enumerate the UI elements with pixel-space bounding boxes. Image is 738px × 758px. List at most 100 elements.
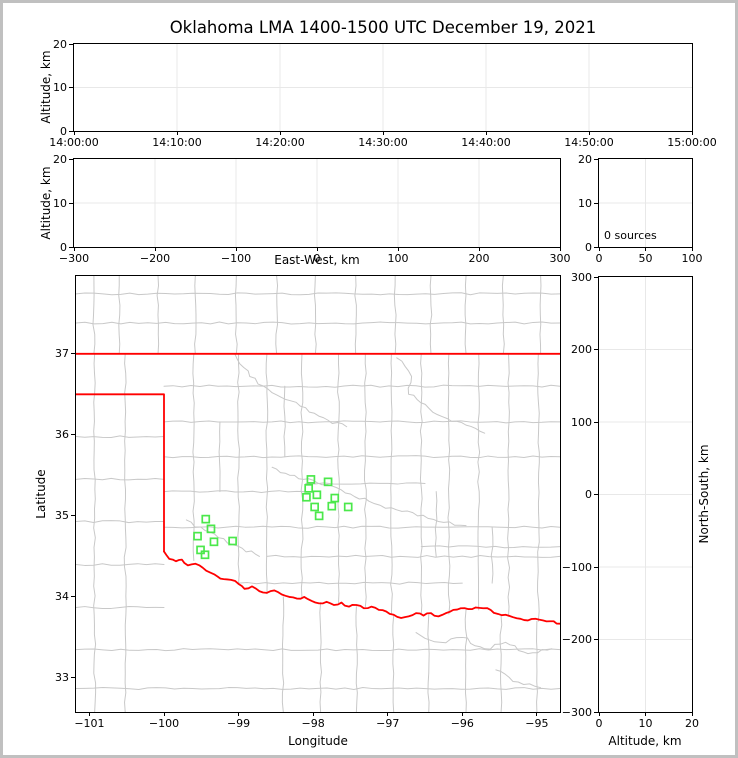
river-line — [185, 519, 260, 557]
lma-station-marker — [327, 501, 337, 511]
county-line — [92, 276, 96, 355]
y-tick-label: 10 — [53, 81, 67, 94]
x-tick-label: −101 — [74, 717, 105, 730]
y-tick-label: 35 — [55, 509, 69, 523]
y-tick-mark — [594, 494, 598, 495]
x-tick-label: 0 — [313, 252, 321, 265]
x-tick-mark — [176, 131, 178, 135]
county-line — [281, 596, 285, 712]
county-line — [501, 276, 505, 355]
lma-station-marker — [193, 531, 202, 541]
x-tick-label: 0 — [595, 717, 603, 730]
y-tick-label: 10 — [578, 196, 592, 210]
lma-station-marker — [330, 493, 340, 503]
y-tick-label: 36 — [55, 428, 69, 442]
lma-station-marker — [302, 492, 311, 502]
y-tick-label: 20 — [53, 37, 67, 51]
y-tick-label: 20 — [578, 152, 592, 166]
county-line — [163, 525, 560, 529]
x-tick-label: 14:00:00 — [49, 136, 99, 149]
lma-station-marker — [200, 550, 210, 560]
county-line — [319, 602, 322, 712]
x-tick-label: −200 — [139, 252, 171, 265]
x-tick-mark — [691, 131, 693, 135]
y-tick-mark — [594, 639, 598, 640]
county-line — [427, 614, 430, 712]
y-tick-label: 0 — [60, 240, 67, 254]
x-tick-mark — [312, 712, 314, 716]
x-tick-mark — [691, 712, 693, 716]
county-line — [265, 353, 269, 595]
x-tick-mark — [316, 247, 318, 251]
map-ylabel: Latitude — [34, 469, 48, 519]
y-tick-mark — [594, 711, 598, 713]
county-line — [499, 615, 503, 712]
river-line — [495, 669, 542, 689]
x-tick-mark — [154, 247, 156, 251]
x-tick-mark — [461, 712, 463, 716]
y-tick-mark — [594, 421, 598, 423]
x-tick-label: −96 — [450, 717, 474, 730]
y-tick-label: −200 — [561, 633, 592, 646]
y-tick-mark — [71, 434, 75, 436]
county-line — [464, 609, 468, 712]
y-tick-mark — [594, 158, 598, 160]
y-tick-label: 10 — [53, 196, 67, 210]
x-tick-mark — [559, 247, 561, 251]
altitude-histogram-panel — [598, 158, 693, 248]
lma-station-marker — [304, 483, 314, 493]
y-tick-mark — [71, 353, 75, 355]
lma-station-marker — [310, 502, 319, 512]
county-line — [434, 491, 438, 557]
x-tick-label: −300 — [58, 252, 90, 265]
x-tick-label: −99 — [226, 717, 251, 730]
x-tick-label: 20 — [685, 717, 699, 730]
y-tick-label: 33 — [55, 671, 69, 685]
x-tick-label: −95 — [525, 717, 549, 730]
county-line — [76, 321, 560, 325]
river-line — [396, 357, 486, 434]
county-line — [314, 276, 317, 355]
county-line — [123, 353, 127, 712]
county-line — [163, 455, 560, 459]
x-tick-mark — [485, 131, 487, 135]
county-line — [163, 384, 560, 388]
east-west-height-panel — [73, 158, 561, 248]
county-line — [420, 545, 560, 549]
x-tick-label: 14:30:00 — [358, 136, 408, 149]
y-tick-mark — [71, 677, 75, 679]
x-tick-mark — [478, 247, 480, 251]
county-line — [337, 353, 340, 604]
county-line — [76, 686, 560, 691]
county-line — [76, 563, 165, 566]
x-tick-label: 100 — [387, 252, 409, 265]
county-line — [477, 353, 481, 611]
county-line — [305, 482, 426, 485]
x-tick-mark — [691, 247, 693, 251]
x-tick-mark — [387, 712, 389, 716]
lma-station-marker — [206, 524, 216, 534]
county-line — [238, 581, 463, 585]
lma-station-marker — [343, 502, 353, 512]
county-line — [93, 353, 97, 712]
north-south-height-panel — [598, 276, 693, 713]
x-tick-label: 14:10:00 — [152, 136, 202, 149]
x-tick-label: 10 — [638, 717, 653, 730]
county-line — [300, 353, 304, 599]
time-height-panel — [73, 43, 693, 132]
x-tick-label: 200 — [468, 252, 490, 265]
x-tick-label: −98 — [301, 717, 325, 730]
plan-view-map-panel — [75, 275, 561, 713]
county-line — [507, 353, 511, 617]
y-tick-mark — [69, 202, 73, 204]
x-tick-mark — [645, 247, 646, 251]
county-line — [354, 276, 357, 355]
county-line — [275, 276, 279, 355]
x-tick-mark — [73, 131, 75, 135]
county-line — [393, 276, 397, 355]
county-line — [76, 477, 165, 481]
y-tick-mark — [71, 515, 75, 517]
county-line — [163, 490, 307, 493]
x-tick-label: 14:20:00 — [255, 136, 305, 149]
y-tick-mark — [71, 596, 75, 598]
